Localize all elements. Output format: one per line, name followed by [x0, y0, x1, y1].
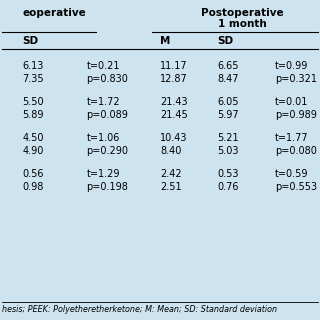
Text: p=0.321: p=0.321: [275, 75, 317, 84]
Text: SD: SD: [218, 36, 234, 46]
Text: 1 month: 1 month: [218, 19, 267, 29]
Text: 10.43: 10.43: [160, 133, 188, 143]
Text: hesis; PEEK: Polyetheretherketone; M: Mean; SD: Standard deviation: hesis; PEEK: Polyetheretherketone; M: Me…: [2, 305, 277, 314]
Text: t=1.72: t=1.72: [86, 97, 120, 107]
Text: 8.40: 8.40: [160, 147, 181, 156]
Text: SD: SD: [22, 36, 38, 46]
Text: t=0.99: t=0.99: [275, 61, 308, 71]
Text: p=0.989: p=0.989: [275, 110, 317, 121]
Text: 4.50: 4.50: [22, 133, 44, 143]
Text: 11.17: 11.17: [160, 61, 188, 71]
Text: 6.13: 6.13: [22, 61, 44, 71]
Text: 6.65: 6.65: [218, 61, 239, 71]
Text: 0.53: 0.53: [218, 169, 239, 179]
Text: 5.50: 5.50: [22, 97, 44, 107]
Text: Postoperative: Postoperative: [201, 8, 284, 18]
Text: 2.42: 2.42: [160, 169, 182, 179]
Text: eoperative: eoperative: [22, 8, 86, 18]
Text: p=0.830: p=0.830: [86, 75, 128, 84]
Text: 2.51: 2.51: [160, 182, 182, 193]
Text: t=1.77: t=1.77: [275, 133, 309, 143]
Text: 5.89: 5.89: [22, 110, 44, 121]
Text: 4.90: 4.90: [22, 147, 44, 156]
Text: t=1.06: t=1.06: [86, 133, 120, 143]
Text: t=0.01: t=0.01: [275, 97, 308, 107]
Text: M: M: [160, 36, 170, 46]
Text: 6.05: 6.05: [218, 97, 239, 107]
Text: 21.45: 21.45: [160, 110, 188, 121]
Text: 5.03: 5.03: [218, 147, 239, 156]
Text: 0.76: 0.76: [218, 182, 239, 193]
Text: t=0.21: t=0.21: [86, 61, 120, 71]
Text: p=0.080: p=0.080: [275, 147, 317, 156]
Text: 5.21: 5.21: [218, 133, 239, 143]
Text: 21.43: 21.43: [160, 97, 188, 107]
Text: 0.98: 0.98: [22, 182, 44, 193]
Text: 5.97: 5.97: [218, 110, 239, 121]
Text: t=0.59: t=0.59: [275, 169, 309, 179]
Text: 7.35: 7.35: [22, 75, 44, 84]
Text: p=0.553: p=0.553: [275, 182, 317, 193]
Text: p=0.089: p=0.089: [86, 110, 128, 121]
Text: p=0.198: p=0.198: [86, 182, 128, 193]
Text: t=1.29: t=1.29: [86, 169, 120, 179]
Text: p=0.290: p=0.290: [86, 147, 128, 156]
Text: 12.87: 12.87: [160, 75, 188, 84]
Text: 0.56: 0.56: [22, 169, 44, 179]
Text: 8.47: 8.47: [218, 75, 239, 84]
